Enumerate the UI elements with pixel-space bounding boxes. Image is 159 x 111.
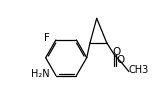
Text: O: O (116, 56, 125, 65)
Text: F: F (44, 33, 50, 43)
Text: H₂N: H₂N (31, 69, 49, 79)
Text: O: O (112, 47, 120, 57)
Text: CH3: CH3 (129, 65, 149, 75)
